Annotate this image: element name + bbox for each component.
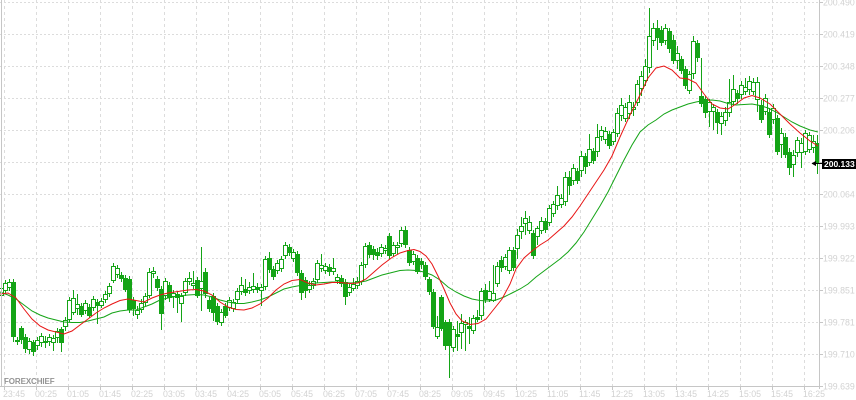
svg-text:200.490: 200.490 — [823, 0, 855, 8]
svg-text:23:45: 23:45 — [3, 389, 25, 399]
svg-text:FOREXCHIEF: FOREXCHIEF — [4, 377, 55, 386]
svg-text:04:25: 04:25 — [227, 389, 249, 399]
svg-text:10:25: 10:25 — [515, 389, 537, 399]
svg-text:200.277: 200.277 — [823, 94, 855, 104]
svg-text:07:05: 07:05 — [355, 389, 377, 399]
svg-text:01:05: 01:05 — [67, 389, 89, 399]
svg-text:11:45: 11:45 — [579, 389, 600, 399]
svg-text:03:05: 03:05 — [163, 389, 185, 399]
svg-text:199.710: 199.710 — [823, 350, 855, 360]
svg-text:05:45: 05:45 — [291, 389, 313, 399]
svg-text:03:45: 03:45 — [195, 389, 217, 399]
svg-text:09:45: 09:45 — [483, 389, 505, 399]
svg-text:06:25: 06:25 — [323, 389, 345, 399]
svg-text:08:25: 08:25 — [419, 389, 441, 399]
svg-text:199.639: 199.639 — [823, 382, 855, 392]
svg-text:00:25: 00:25 — [35, 389, 57, 399]
svg-text:199.781: 199.781 — [823, 318, 855, 328]
svg-text:200.133: 200.133 — [824, 159, 855, 169]
svg-text:11:05: 11:05 — [547, 389, 568, 399]
svg-text:07:45: 07:45 — [387, 389, 409, 399]
svg-text:200.348: 200.348 — [823, 62, 855, 72]
svg-text:199.851: 199.851 — [823, 286, 855, 296]
svg-text:13:45: 13:45 — [675, 389, 697, 399]
svg-text:05:05: 05:05 — [259, 389, 281, 399]
svg-text:13:05: 13:05 — [643, 389, 665, 399]
svg-text:199.993: 199.993 — [823, 222, 855, 232]
svg-text:09:05: 09:05 — [451, 389, 473, 399]
svg-text:15:45: 15:45 — [771, 389, 793, 399]
svg-text:02:25: 02:25 — [131, 389, 153, 399]
svg-text:01:45: 01:45 — [99, 389, 121, 399]
svg-text:200.064: 200.064 — [823, 190, 855, 200]
svg-text:16:25: 16:25 — [803, 389, 825, 399]
svg-text:14:25: 14:25 — [707, 389, 729, 399]
svg-text:199.922: 199.922 — [823, 254, 855, 264]
svg-text:200.206: 200.206 — [823, 126, 855, 136]
svg-text:15:05: 15:05 — [739, 389, 761, 399]
svg-text:200.419: 200.419 — [823, 30, 855, 40]
svg-text:12:25: 12:25 — [611, 389, 633, 399]
